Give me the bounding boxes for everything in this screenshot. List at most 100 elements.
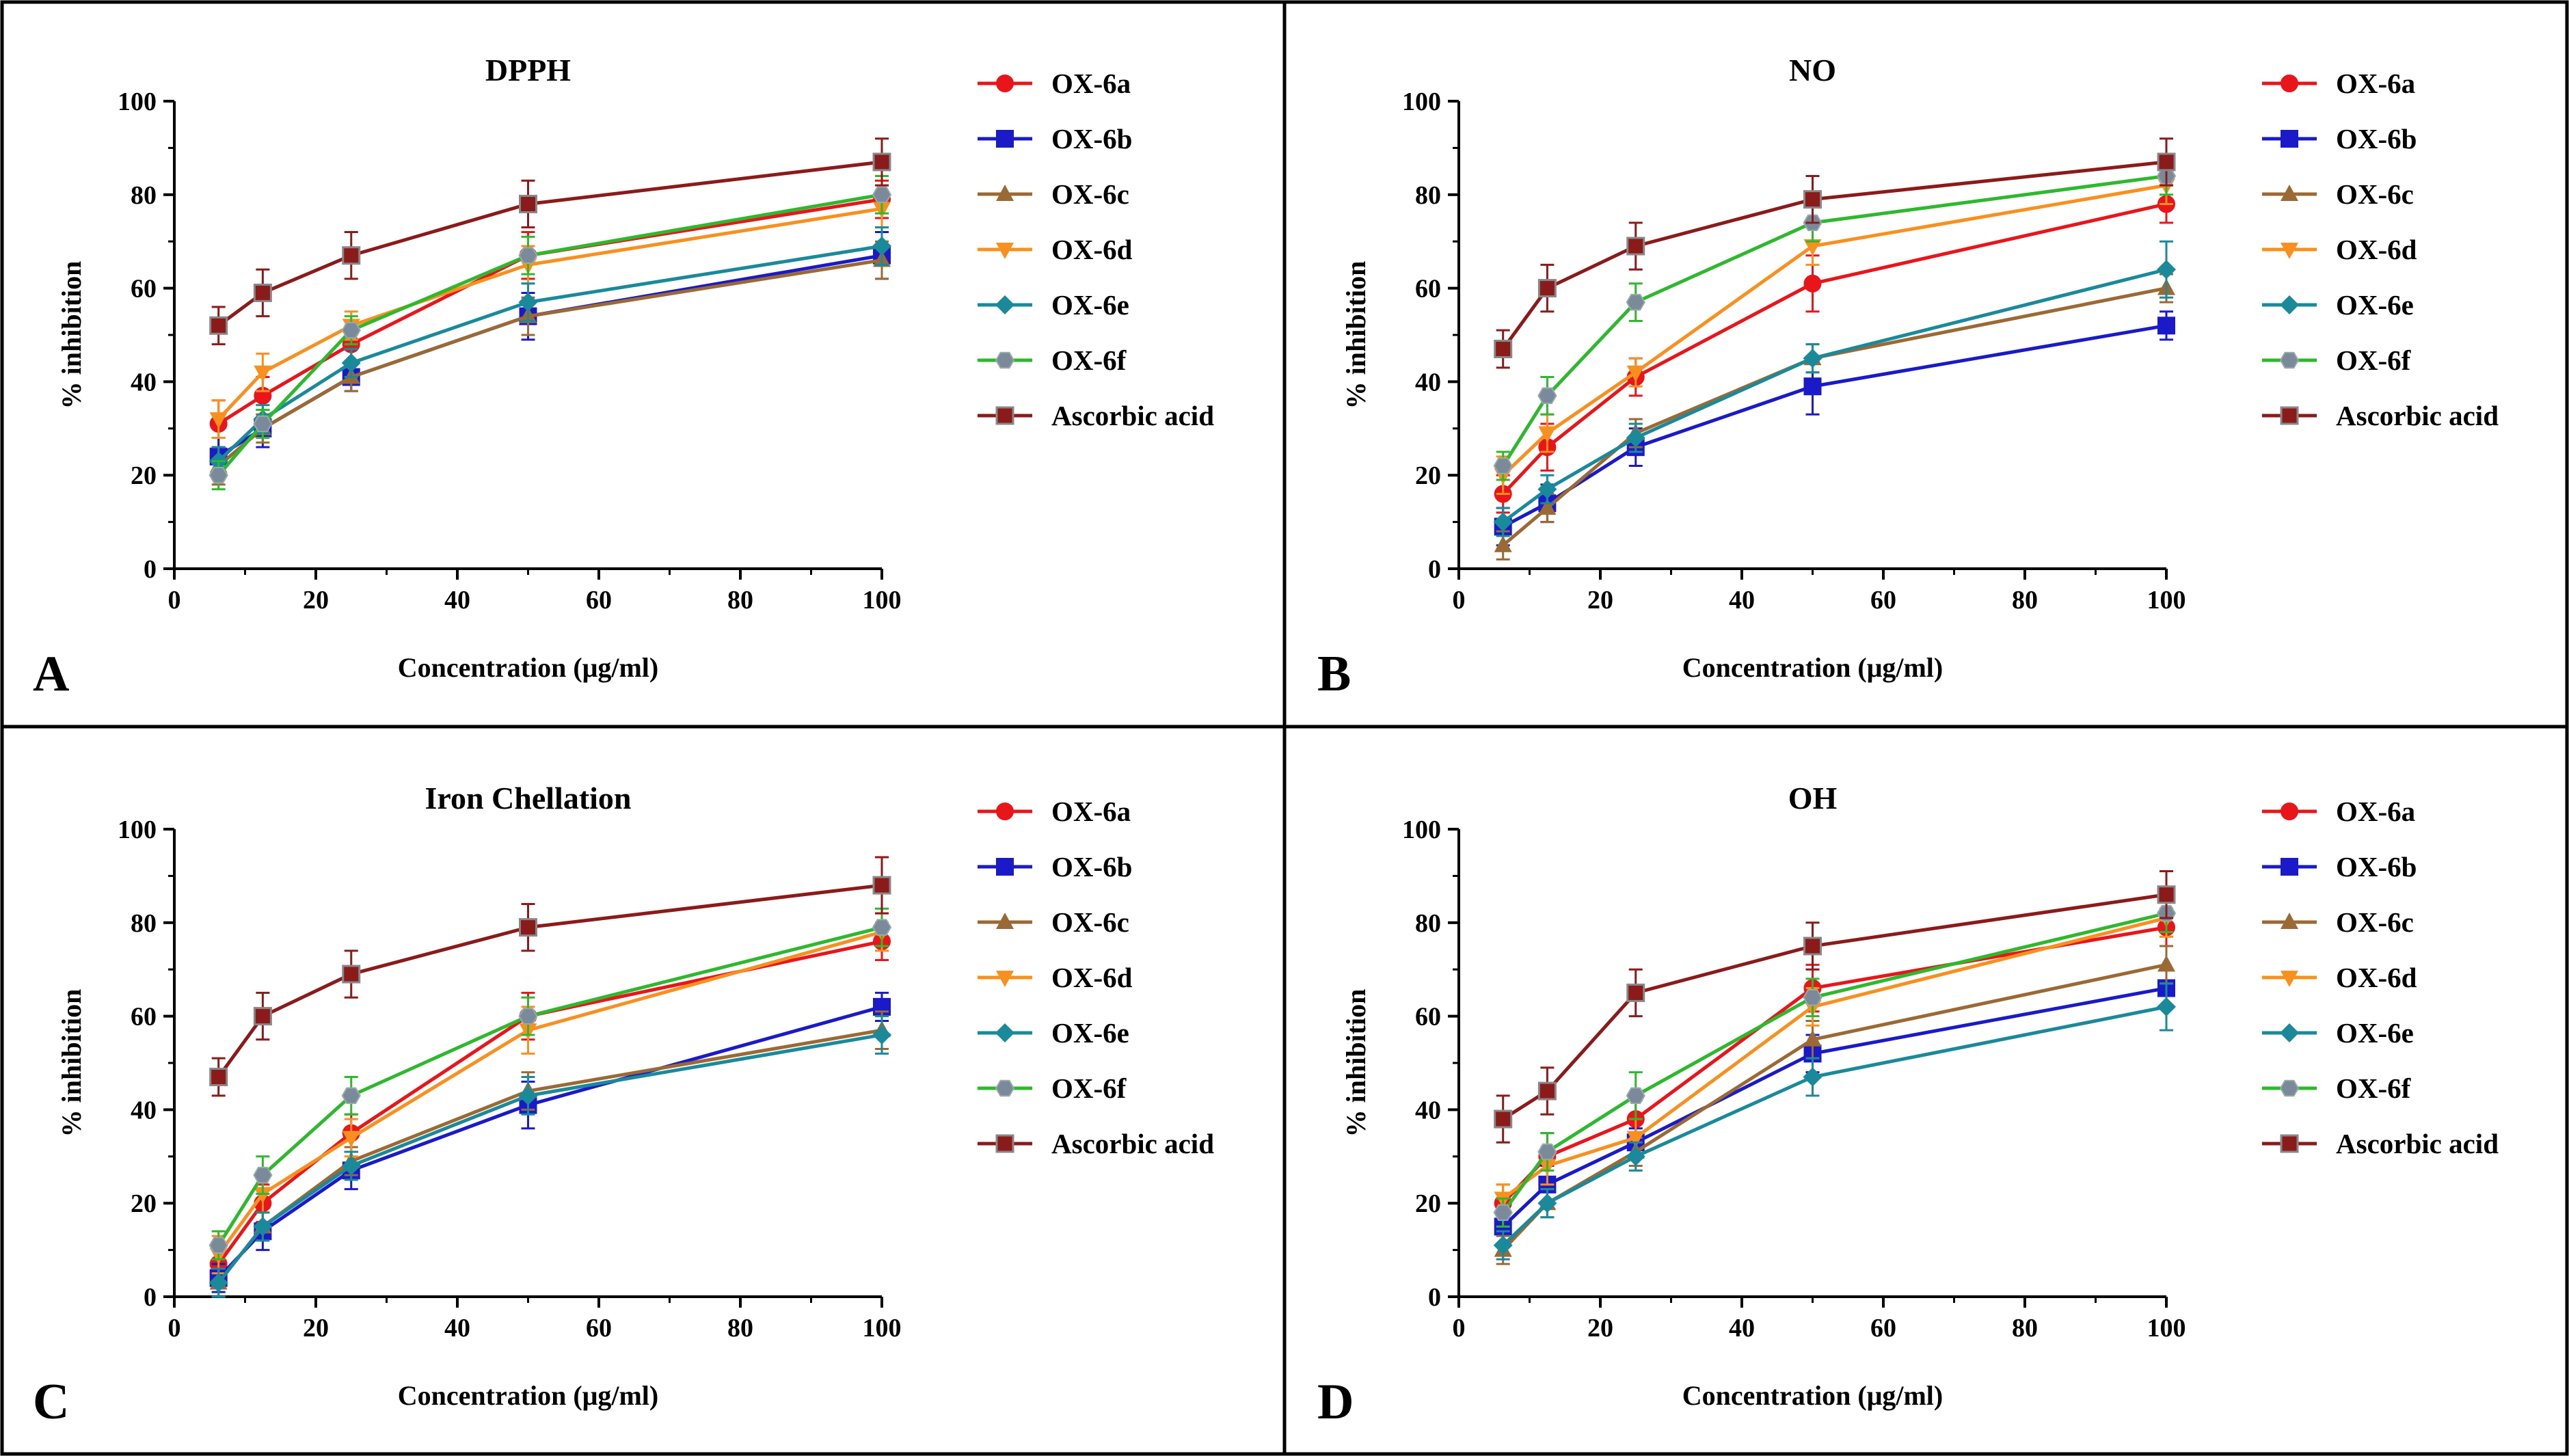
panel-letter: D bbox=[1317, 1374, 1354, 1430]
legend-marker bbox=[2279, 1079, 2300, 1097]
legend-marker bbox=[996, 971, 1014, 987]
legend-marker bbox=[996, 243, 1014, 259]
x-tick-label: 100 bbox=[2147, 586, 2186, 615]
legend-marker bbox=[996, 185, 1014, 201]
data-point bbox=[1626, 1146, 1645, 1166]
legend: OX-6a OX-6b OX-6c OX-6d OX-6e OX-6f Ascorbic a… bbox=[2262, 68, 2499, 431]
x-axis-label: Concentration (μg/ml) bbox=[398, 652, 659, 683]
y-tick-label: 0 bbox=[1428, 555, 1441, 584]
data-point bbox=[1494, 535, 1512, 552]
y-tick-label: 40 bbox=[1415, 1096, 1441, 1124]
legend-label: OX-6d bbox=[2336, 234, 2417, 265]
x-tick-label: 40 bbox=[444, 586, 470, 615]
legend-label: OX-6f bbox=[2336, 345, 2412, 376]
data-point bbox=[1626, 365, 1645, 382]
legend-marker bbox=[2281, 858, 2298, 876]
legend-label: Ascorbic acid bbox=[1051, 400, 1214, 431]
data-point bbox=[253, 1217, 273, 1237]
data-point bbox=[1493, 1204, 1513, 1222]
data-point bbox=[342, 1131, 360, 1148]
y-tick-label: 40 bbox=[131, 1096, 157, 1124]
legend-marker bbox=[996, 75, 1014, 92]
data-point bbox=[872, 237, 891, 256]
data-point bbox=[1538, 498, 1557, 515]
series-ox-6e bbox=[209, 1015, 891, 1298]
y-tick-label: 80 bbox=[131, 909, 157, 938]
data-point bbox=[872, 876, 891, 895]
series-ascorbic-acid bbox=[1494, 137, 2176, 369]
x-tick-label: 20 bbox=[303, 586, 329, 615]
x-tick-label: 80 bbox=[727, 586, 753, 615]
legend-marker bbox=[996, 130, 1014, 148]
data-point bbox=[1537, 1143, 1557, 1161]
legend-marker bbox=[995, 1079, 1015, 1097]
data-point bbox=[341, 321, 361, 339]
legend-marker bbox=[2281, 243, 2298, 259]
data-point bbox=[2157, 152, 2176, 172]
panel-a: DPPH 0 20 40 60 80 100 0 20 40 60 80 100 Concentratio… bbox=[33, 53, 1214, 702]
legend-label: OX-6d bbox=[2336, 962, 2417, 993]
y-axis-label: % inhibition bbox=[1341, 261, 1371, 409]
chart-title: NO bbox=[1789, 53, 1836, 87]
y-tick-label: 20 bbox=[1415, 1189, 1441, 1218]
data-point bbox=[1493, 1235, 1513, 1255]
data-point bbox=[872, 186, 892, 204]
data-point bbox=[1803, 274, 1822, 293]
x-tick-label: 0 bbox=[1453, 586, 1466, 615]
legend-marker bbox=[2281, 75, 2298, 92]
legend-marker bbox=[995, 406, 1014, 425]
legend-marker bbox=[995, 351, 1015, 369]
legend-marker bbox=[2280, 1134, 2299, 1153]
legend-label: Ascorbic acid bbox=[1051, 1128, 1214, 1159]
legend-marker bbox=[2281, 130, 2298, 148]
legend: OX-6a OX-6b OX-6c OX-6d OX-6e OX-6f Ascorbic a… bbox=[978, 796, 1214, 1159]
data-point bbox=[1626, 428, 1645, 448]
legend-label: OX-6a bbox=[1051, 796, 1131, 827]
data-point bbox=[1803, 239, 1822, 256]
data-point bbox=[1803, 349, 1822, 368]
legend-label: OX-6a bbox=[2336, 796, 2415, 827]
data-point bbox=[1803, 190, 1822, 209]
data-point bbox=[1803, 988, 1822, 1006]
data-point bbox=[253, 415, 273, 433]
data-point bbox=[341, 1087, 361, 1105]
legend-label: OX-6a bbox=[1051, 68, 1131, 99]
y-axis-label: % inhibition bbox=[56, 261, 87, 409]
data-point bbox=[209, 412, 228, 429]
y-tick-label: 100 bbox=[1402, 87, 1441, 116]
legend: OX-6a OX-6b OX-6c OX-6d OX-6e OX-6f Ascorbic a… bbox=[2262, 796, 2499, 1159]
x-tick-label: 20 bbox=[303, 1314, 329, 1343]
data-point bbox=[518, 293, 538, 312]
data-point bbox=[519, 194, 537, 213]
x-tick-label: 40 bbox=[444, 1314, 470, 1343]
legend-marker bbox=[996, 803, 1014, 820]
x-tick-label: 100 bbox=[863, 1314, 902, 1343]
x-tick-label: 40 bbox=[1729, 1314, 1755, 1343]
x-tick-label: 100 bbox=[863, 586, 902, 615]
data-point bbox=[341, 1156, 361, 1176]
series-ox-6e bbox=[209, 226, 891, 476]
legend-label: OX-6e bbox=[2336, 1017, 2414, 1049]
data-point bbox=[209, 316, 228, 335]
legend-marker bbox=[2279, 351, 2300, 369]
legend-marker bbox=[2281, 803, 2298, 820]
y-tick-label: 40 bbox=[1415, 368, 1441, 396]
data-point bbox=[2157, 955, 2175, 972]
data-point bbox=[253, 283, 272, 302]
y-axis-label: % inhibition bbox=[1341, 989, 1371, 1137]
data-point bbox=[1803, 1067, 1822, 1087]
x-axis-label: Concentration (μg/ml) bbox=[1682, 652, 1943, 683]
x-tick-label: 40 bbox=[1729, 586, 1755, 615]
y-tick-label: 40 bbox=[131, 368, 157, 396]
data-point bbox=[1537, 1081, 1557, 1101]
x-axis-label: Concentration (μg/ml) bbox=[398, 1380, 659, 1411]
y-tick-label: 80 bbox=[131, 181, 157, 210]
legend-marker bbox=[995, 295, 1014, 314]
legend-label: OX-6c bbox=[2336, 178, 2414, 210]
legend-label: OX-6b bbox=[2336, 851, 2417, 882]
data-point bbox=[872, 152, 891, 172]
chart-title: OH bbox=[1788, 781, 1838, 815]
legend-marker bbox=[996, 913, 1014, 929]
data-point bbox=[1494, 340, 1513, 359]
